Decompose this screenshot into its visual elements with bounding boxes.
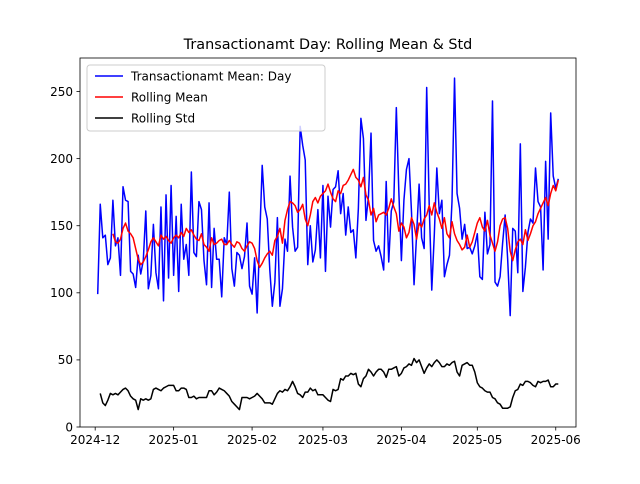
y-tick-label: 200	[50, 152, 73, 166]
x-tick-label: 2025-01	[149, 433, 199, 447]
y-tick-label: 150	[50, 219, 73, 233]
x-tick-label: 2025-04	[376, 433, 426, 447]
x-tick-label: 2025-05	[452, 433, 502, 447]
y-tick-label: 50	[58, 353, 73, 367]
series-line-1	[96, 77, 560, 317]
y-tick-label: 250	[50, 85, 73, 99]
axes: 2024-12 2025-01 2025-02 2025-03 2025-04 2025-…	[50, 57, 581, 447]
legend: Transactionamt Mean: Day Rolling Mean Roll…	[86, 64, 326, 132]
plot-area	[96, 77, 560, 411]
series-line-3	[99, 357, 559, 411]
x-tick-label: 2025-03	[298, 433, 348, 447]
axes-frame	[79, 57, 577, 428]
x-tick-label: 2025-02	[227, 433, 277, 447]
chart-title: Transactionamt Day: Rolling Mean & Std	[183, 37, 473, 53]
series-line-2	[112, 168, 560, 269]
legend-label: Transactionamt Mean: Day	[130, 70, 291, 84]
x-tick-label: 2024-12	[70, 433, 120, 447]
x-tick-label: 2025-06	[531, 433, 581, 447]
y-tick-label: 100	[50, 286, 73, 300]
y-tick-label: 0	[65, 420, 73, 434]
legend-label: Rolling Std	[131, 112, 195, 126]
legend-label: Rolling Mean	[131, 91, 208, 105]
legend-box	[86, 64, 326, 132]
